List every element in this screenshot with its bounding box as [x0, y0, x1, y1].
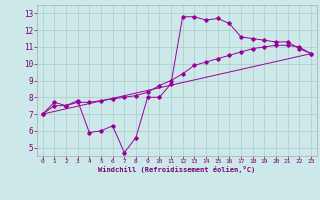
- X-axis label: Windchill (Refroidissement éolien,°C): Windchill (Refroidissement éolien,°C): [98, 166, 255, 173]
